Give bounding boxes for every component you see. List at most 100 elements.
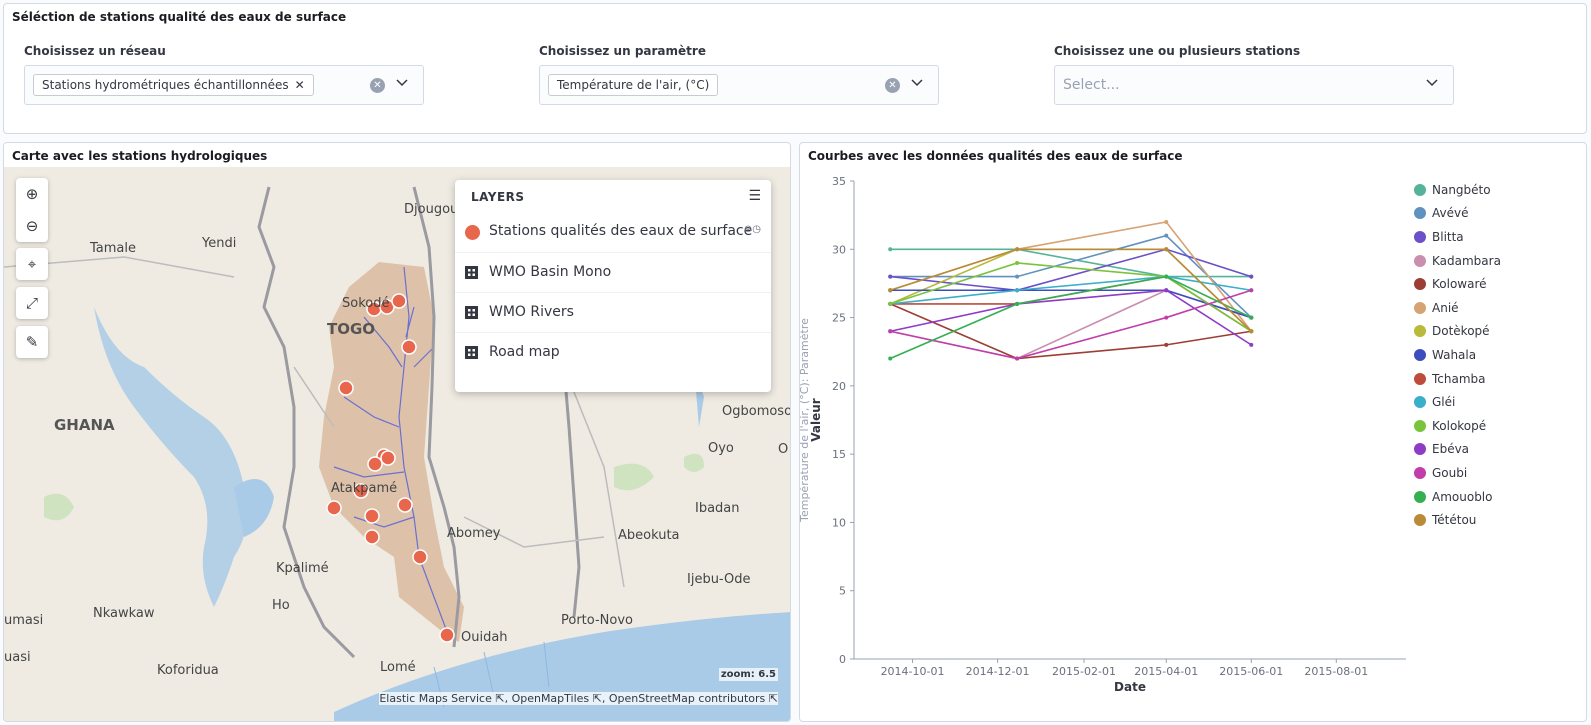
attribution-link[interactable]: OpenStreetMap contributors bbox=[608, 692, 766, 705]
measure-button[interactable]: ✎ bbox=[16, 326, 48, 358]
fit-bounds-button[interactable]: ⤢ bbox=[16, 287, 48, 319]
chevron-down-icon[interactable] bbox=[395, 75, 409, 93]
layer-item[interactable]: WMO Basin Mono bbox=[455, 252, 771, 292]
zoom-in-button[interactable]: ⊕ bbox=[16, 178, 48, 210]
station-selection-panel: Séléction de stations qualité des eaux d… bbox=[3, 3, 1587, 134]
expand-icon: ⤢ bbox=[25, 294, 38, 312]
zoom-out-button[interactable]: ⊖ bbox=[16, 210, 48, 242]
legend-item[interactable]: Wahala bbox=[1414, 343, 1501, 367]
legend-item[interactable]: Kolokopé bbox=[1414, 414, 1501, 438]
legend-label: Kolokopé bbox=[1432, 418, 1487, 433]
legend-label: Anié bbox=[1432, 300, 1459, 315]
place-label: O bbox=[778, 442, 789, 457]
layer-item[interactable]: Stations qualités des eaux de surface ⊜◷ bbox=[455, 212, 771, 252]
legend-swatch bbox=[1414, 254, 1426, 267]
collapse-menu-icon[interactable]: ☰ bbox=[748, 188, 761, 204]
legend-label: Kadambara bbox=[1432, 253, 1501, 268]
legend-item[interactable]: Tététou bbox=[1414, 508, 1501, 532]
legend-item[interactable]: Gléi bbox=[1414, 390, 1501, 414]
attribution-link[interactable]: OpenMapTiles bbox=[511, 692, 590, 705]
data-point bbox=[1164, 315, 1169, 320]
grid-icon bbox=[465, 346, 478, 359]
external-link-icon: ⇱ bbox=[495, 692, 505, 705]
legend-swatch bbox=[1414, 278, 1426, 291]
place-label: Djougou bbox=[404, 202, 459, 217]
dot-icon bbox=[465, 225, 480, 240]
panel-title: Carte avec les stations hydrologiques bbox=[12, 149, 268, 163]
legend-item[interactable]: Tchamba bbox=[1414, 367, 1501, 391]
network-combobox[interactable]: Stations hydrométriques échantillonnées ✕… bbox=[24, 65, 424, 105]
legend-swatch bbox=[1414, 466, 1426, 479]
legend-item[interactable]: Nangbéto bbox=[1414, 178, 1501, 202]
station-markers[interactable] bbox=[326, 293, 455, 643]
legend-item[interactable]: Blitta bbox=[1414, 225, 1501, 249]
crosshair-icon: ⌖ bbox=[27, 255, 37, 273]
chart-panel: Courbes avec les données qualités des ea… bbox=[799, 142, 1587, 722]
legend-item[interactable]: Ebéva bbox=[1414, 438, 1501, 462]
chip-remove-icon[interactable]: ✕ bbox=[294, 78, 305, 92]
clear-icon[interactable]: ✕ bbox=[885, 78, 900, 93]
place-label: Ibadan bbox=[695, 501, 740, 516]
legend-label: Ebéva bbox=[1432, 442, 1470, 457]
stations-combobox[interactable]: Select... bbox=[1054, 65, 1454, 105]
chart-legend: Nangbéto Avévé Blitta Kadambara Kolowaré Anié… bbox=[1414, 178, 1501, 532]
legend-item[interactable]: Anié bbox=[1414, 296, 1501, 320]
attribution-link[interactable]: Elastic Maps Service bbox=[379, 692, 492, 705]
data-point bbox=[1164, 233, 1169, 238]
data-point bbox=[888, 288, 893, 293]
stations-placeholder: Select... bbox=[1063, 77, 1120, 93]
layers-panel: LAYERS ☰ Stations qualités des eaux de s… bbox=[455, 180, 771, 392]
legend-label: Wahala bbox=[1432, 347, 1477, 362]
legend-swatch bbox=[1414, 325, 1426, 338]
line-chart[interactable]: 0 5 10 15 20 25 30 35 2014-10-01 2014-12-01 2015-0… bbox=[800, 167, 1588, 723]
layer-item[interactable]: Road map bbox=[455, 332, 771, 372]
y-tick-label: 35 bbox=[832, 175, 846, 188]
legend-swatch bbox=[1414, 348, 1426, 361]
data-point bbox=[888, 356, 893, 361]
data-point bbox=[1164, 219, 1169, 224]
data-point bbox=[1015, 260, 1020, 265]
place-label: Oyo bbox=[708, 441, 734, 456]
grid-icon bbox=[465, 306, 478, 319]
data-point bbox=[1249, 288, 1254, 293]
legend-item[interactable]: Kadambara bbox=[1414, 249, 1501, 273]
x-tick-label: 2015-04-01 bbox=[1134, 665, 1198, 678]
external-link-icon: ⇱ bbox=[592, 692, 602, 705]
place-label: Ijebu-Ode bbox=[687, 572, 751, 587]
panel-title: Courbes avec les données qualités des ea… bbox=[808, 149, 1183, 163]
layer-item[interactable]: WMO Rivers bbox=[455, 292, 771, 332]
parameter-chip-label: Température de l'air, (°C) bbox=[557, 78, 710, 92]
data-point bbox=[1015, 356, 1020, 361]
legend-swatch bbox=[1414, 183, 1426, 196]
chevron-down-icon[interactable] bbox=[1425, 75, 1439, 93]
data-point bbox=[1164, 274, 1169, 279]
y-axis-subtitle: Température de l'air, (°C): Paramètre bbox=[800, 318, 811, 523]
legend-item[interactable]: Dotèkopé bbox=[1414, 320, 1501, 344]
data-point bbox=[1249, 315, 1254, 320]
panel-title: Séléction de stations qualité des eaux d… bbox=[12, 10, 347, 24]
locate-button[interactable]: ⌖ bbox=[16, 248, 48, 280]
y-axis-title: Valeur bbox=[809, 398, 823, 442]
legend-item[interactable]: Goubi bbox=[1414, 461, 1501, 485]
stations-label: Choisissez une ou plusieurs stations bbox=[1054, 44, 1301, 58]
minus-icon: ⊖ bbox=[25, 217, 39, 235]
external-link-icon: ⇱ bbox=[768, 692, 778, 705]
place-label: Lomé bbox=[380, 660, 416, 675]
chevron-down-icon[interactable] bbox=[910, 75, 924, 93]
parameter-combobox[interactable]: Température de l'air, (°C) ✕ bbox=[539, 65, 939, 105]
data-point bbox=[888, 247, 893, 252]
legend-item[interactable]: Amouoblo bbox=[1414, 485, 1501, 509]
y-tick-label: 20 bbox=[832, 380, 846, 393]
legend-label: Amouoblo bbox=[1432, 489, 1493, 504]
clear-icon[interactable]: ✕ bbox=[370, 78, 385, 93]
grid-icon bbox=[465, 266, 478, 279]
place-label: TOGO bbox=[327, 320, 376, 338]
legend-item[interactable]: Kolowaré bbox=[1414, 272, 1501, 296]
legend-label: Blitta bbox=[1432, 229, 1464, 244]
y-tick-label: 30 bbox=[832, 243, 846, 256]
place-label: uasi bbox=[4, 650, 31, 665]
series-line bbox=[890, 289, 1252, 360]
place-label: umasi bbox=[4, 613, 44, 628]
legend-swatch bbox=[1414, 419, 1426, 432]
legend-item[interactable]: Avévé bbox=[1414, 202, 1501, 226]
